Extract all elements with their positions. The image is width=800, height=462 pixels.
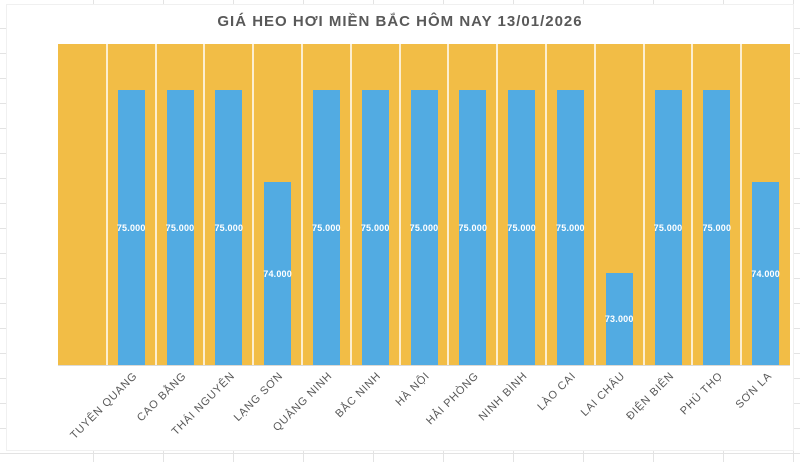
bar-value-label: 73.000: [604, 314, 634, 324]
category-separator: [642, 44, 645, 365]
bar-value-label: 75.000: [458, 222, 488, 233]
category-separator: [203, 44, 206, 365]
bar: 75.000: [165, 90, 195, 365]
bar: 75.000: [116, 90, 146, 365]
category-label: CAO BẰNG: [134, 370, 189, 425]
category-label: LẠNG SƠN: [232, 370, 287, 424]
bar-value-label: 75.000: [165, 222, 195, 233]
category-separator: [154, 44, 157, 365]
category-label: HẢI PHÒNG: [424, 370, 482, 428]
bar-value-label: 75.000: [360, 222, 390, 233]
category-separator: [398, 44, 401, 365]
bar-value-label: 75.000: [312, 222, 341, 233]
category-separator: [252, 44, 255, 365]
category-label: SƠN LA: [733, 370, 775, 412]
bar: 74.000: [751, 182, 780, 365]
category-separator: [545, 44, 547, 365]
bar: 75.000: [409, 90, 439, 365]
bar-value-label: 75.000: [702, 222, 732, 233]
category-separator: [740, 44, 743, 365]
category-label: LAI CHÂU: [578, 370, 628, 419]
bar: 75.000: [653, 90, 683, 365]
category-label: ĐIỆN BIÊN: [624, 370, 677, 423]
bar: 75.000: [507, 90, 536, 365]
bar: 75.000: [312, 90, 341, 365]
category-label: NINH BÌNH: [476, 370, 531, 424]
category-separator: [105, 44, 108, 365]
bar: 75.000: [556, 90, 585, 365]
bar: 75.000: [214, 90, 244, 365]
category-label: TUYÊN QUANG: [67, 370, 140, 442]
bar: 75.000: [702, 90, 732, 365]
bar: 75.000: [360, 90, 390, 365]
bar-value-label: 74.000: [751, 268, 780, 279]
category-label: HÀ NỘI: [393, 370, 433, 409]
category-label: LÀO CAI: [535, 370, 579, 414]
category-label: PHÚ THỌ: [677, 370, 726, 418]
bar-value-label: 75.000: [409, 222, 439, 233]
x-axis-line: [58, 365, 790, 366]
category-separator: [349, 44, 352, 365]
price-chart[interactable]: GIÁ HEO HƠI MIỀN BẮC HÔM NAY 13/01/2026 …: [6, 4, 794, 451]
category-label: THÁI NGUYÊN: [169, 370, 238, 438]
category-separator: [301, 44, 303, 365]
bar-value-label: 75.000: [116, 222, 146, 233]
bar-value-label: 75.000: [214, 222, 244, 233]
category-label: BẮC NINH: [333, 370, 384, 421]
bar: 74.000: [263, 182, 292, 365]
category-separator: [447, 44, 450, 365]
category-separator: [691, 44, 694, 365]
bar-value-label: 75.000: [507, 222, 536, 233]
category-label: QUẢNG NINH: [271, 370, 335, 434]
category-separator: [593, 44, 596, 365]
bar-value-label: 75.000: [653, 222, 683, 233]
plot-area: 75.000 75.000 75.000 74.000 75.000 75.000 75.0…: [58, 44, 790, 365]
category-separator: [496, 44, 499, 365]
chart-title: GIÁ HEO HƠI MIỀN BẮC HÔM NAY 13/01/2026: [217, 13, 583, 30]
bar-value-label: 74.000: [263, 268, 292, 279]
bar: 73.000: [604, 273, 634, 365]
bar: 75.000: [458, 90, 488, 365]
bar-value-label: 75.000: [556, 222, 585, 233]
